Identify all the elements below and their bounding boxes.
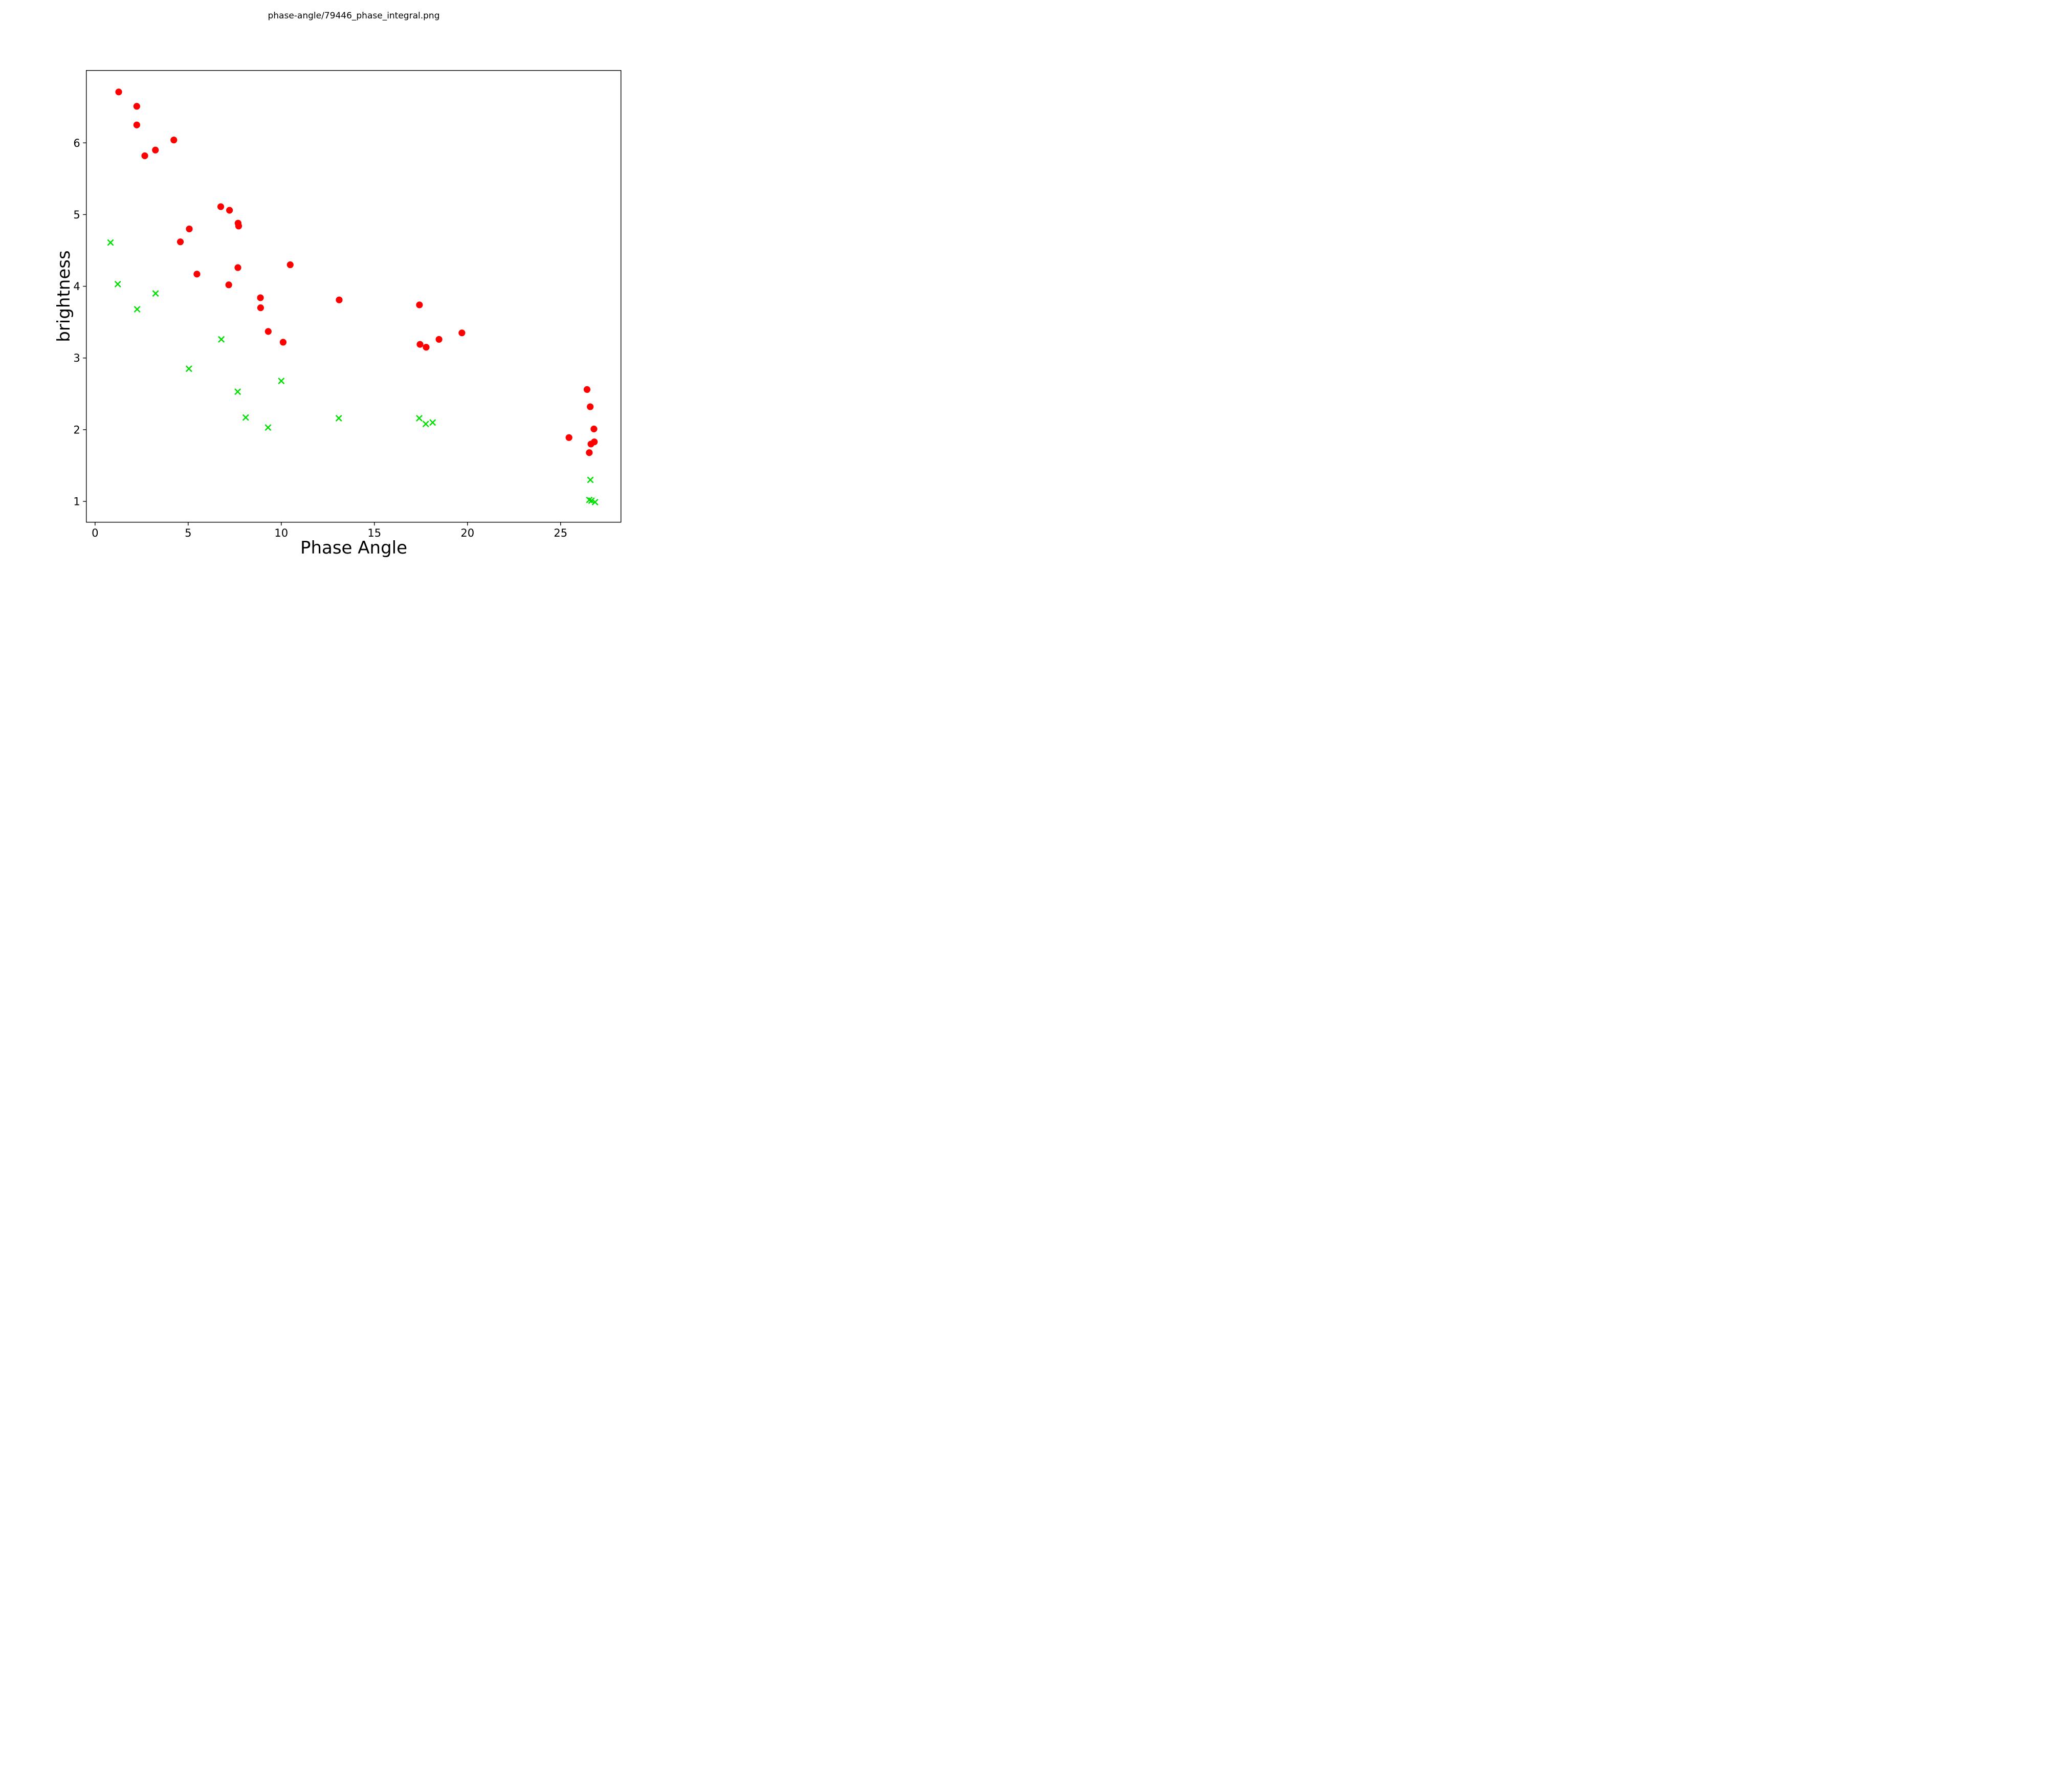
chart-title: phase-angle/79446_phase_integral.png — [268, 11, 440, 21]
data-point-green-crosses — [242, 414, 249, 421]
data-point-red-circles — [133, 103, 140, 110]
data-point-green-crosses — [185, 365, 192, 372]
data-point-red-circles — [226, 207, 233, 214]
x-tick-label: 15 — [367, 527, 381, 539]
data-point-green-crosses — [587, 476, 594, 483]
data-point-red-circles — [586, 449, 593, 456]
data-point-red-circles — [225, 281, 232, 289]
data-point-green-crosses — [422, 421, 429, 428]
data-point-green-crosses — [264, 424, 272, 431]
plot-area: 0 5 10 15 20 25 1 2 3 4 5 6 — [73, 70, 622, 539]
x-axis-label: Phase Angle — [300, 538, 408, 558]
data-point-red-circles — [435, 336, 443, 343]
data-point-green-crosses — [218, 336, 225, 343]
data-point-red-circles — [257, 294, 264, 301]
data-point-red-circles — [279, 339, 287, 346]
data-point-red-circles — [286, 261, 294, 269]
data-point-red-circles — [591, 438, 598, 446]
data-point-green-crosses — [335, 414, 342, 422]
data-point-green-crosses — [416, 414, 423, 422]
data-point-red-circles — [115, 89, 122, 96]
data-point-red-circles — [590, 425, 598, 433]
data-point-green-crosses — [588, 497, 595, 504]
data-point-green-crosses — [114, 280, 121, 288]
data-point-red-circles — [152, 146, 159, 153]
data-point-red-circles — [193, 271, 201, 278]
data-point-red-circles — [186, 225, 193, 233]
figure: phase-angle/79446_phase_integral.png bri… — [0, 0, 691, 588]
data-point-red-circles — [583, 386, 591, 393]
data-point-red-circles — [458, 329, 466, 337]
data-point-red-circles — [141, 152, 148, 160]
x-tick-label: 5 — [185, 527, 191, 539]
data-point-red-circles — [235, 223, 243, 230]
data-point-red-circles — [217, 203, 225, 210]
x-tick-label: 25 — [554, 527, 567, 539]
x-tick-label: 0 — [92, 527, 98, 539]
data-point-green-crosses — [152, 290, 159, 297]
data-point-green-crosses — [278, 378, 285, 385]
data-point-red-circles — [133, 121, 140, 128]
x-tick-label: 10 — [274, 527, 288, 539]
data-point-red-circles — [416, 341, 424, 348]
data-point-red-circles — [336, 296, 343, 303]
data-point-green-crosses — [107, 239, 114, 246]
y-tick-label: 2 — [73, 424, 80, 436]
y-tick-label: 3 — [73, 352, 80, 364]
data-point-red-circles — [416, 301, 423, 308]
data-point-red-circles — [423, 344, 430, 351]
data-point-red-circles — [264, 328, 272, 335]
y-tick-label: 5 — [73, 209, 80, 221]
data-point-green-crosses — [134, 305, 141, 313]
data-point-red-circles — [170, 137, 178, 144]
data-point-red-circles — [177, 238, 184, 246]
data-point-green-crosses — [429, 419, 436, 426]
data-point-green-crosses — [234, 388, 241, 395]
plot-border — [85, 70, 622, 523]
y-tick-label: 4 — [73, 280, 80, 293]
data-point-red-circles — [257, 304, 264, 312]
data-point-green-crosses — [591, 498, 599, 505]
data-point-red-circles — [234, 264, 241, 271]
data-point-red-circles — [587, 403, 594, 410]
y-tick-label: 1 — [73, 496, 80, 508]
data-point-red-circles — [565, 434, 572, 441]
y-tick-label: 6 — [73, 137, 80, 149]
x-tick-label: 20 — [460, 527, 474, 539]
